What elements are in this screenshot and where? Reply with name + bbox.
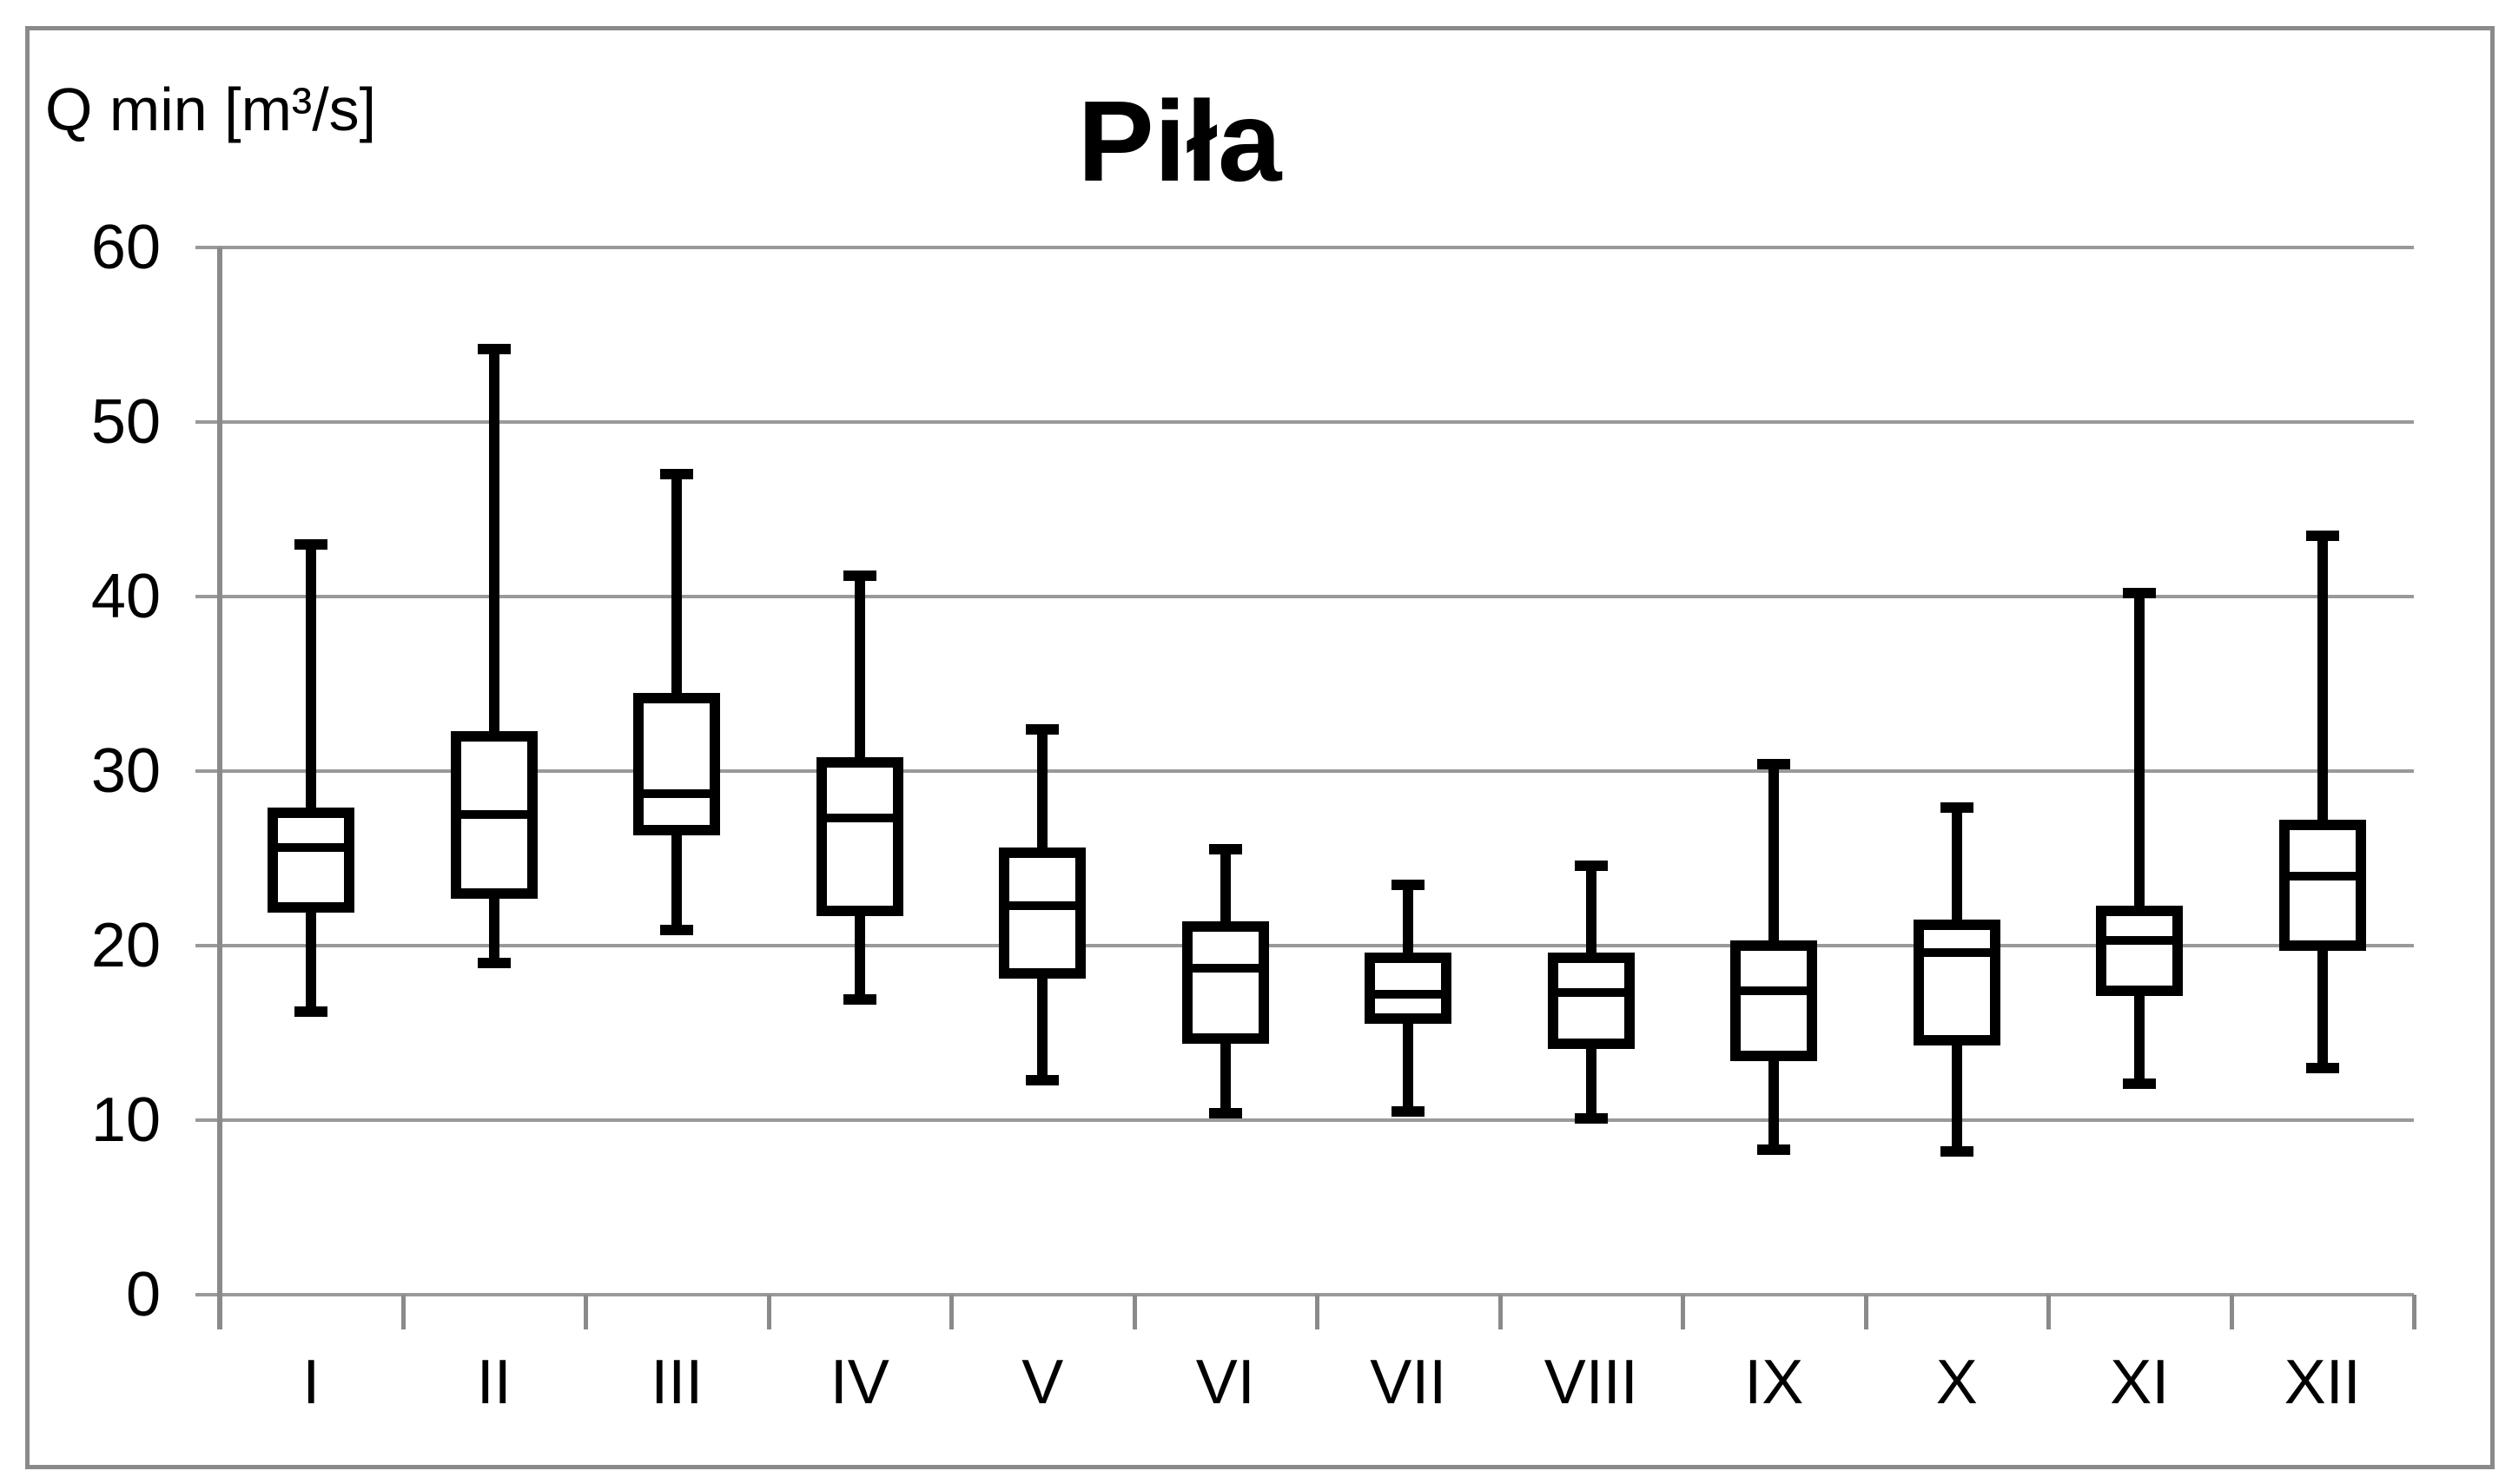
quartile-box-IV <box>816 756 903 916</box>
x-tick-label-III: III <box>651 1348 704 1417</box>
quartile-box-III <box>633 692 721 836</box>
median-line-XII <box>2289 871 2356 881</box>
median-line-IX <box>1741 986 1808 996</box>
median-line-II <box>460 810 527 820</box>
x-tick-label-IV: IV <box>830 1348 889 1417</box>
median-line-IV <box>826 814 893 823</box>
quartile-box-I <box>268 808 355 913</box>
gridline-20 <box>195 944 2414 947</box>
whisker-cap-max-II <box>477 343 511 354</box>
whisker-stem-I <box>306 544 317 1012</box>
gridline-0 <box>195 1293 2414 1296</box>
x-tick-label-X: X <box>1935 1348 1978 1417</box>
x-axis-tick <box>1681 1295 1685 1329</box>
quartile-box-VIII <box>1547 953 1635 1049</box>
x-tick-label-VIII: VIII <box>1544 1348 1638 1417</box>
x-axis-tick <box>2046 1295 2051 1329</box>
x-tick-label-VI: VI <box>1195 1348 1255 1417</box>
whisker-cap-min-V <box>1026 1074 1060 1085</box>
whisker-cap-max-VII <box>1392 879 1425 890</box>
median-line-VI <box>1192 964 1259 973</box>
x-tick-label-II: II <box>476 1348 512 1417</box>
quartile-box-V <box>999 848 1087 979</box>
gridline-50 <box>195 420 2414 424</box>
y-axis-line <box>217 247 222 1329</box>
whisker-cap-max-IV <box>843 570 876 581</box>
y-tick-label-0: 0 <box>125 1260 161 1329</box>
whisker-cap-max-IX <box>1757 758 1791 769</box>
whisker-cap-min-I <box>294 1006 328 1018</box>
x-tick-label-V: V <box>1021 1348 1064 1417</box>
y-axis-label: Q min [m³/s] <box>45 76 377 143</box>
x-axis-tick <box>218 1295 222 1329</box>
median-line-VII <box>1375 990 1442 999</box>
x-tick-label-I: I <box>302 1348 321 1417</box>
y-tick-label-60: 60 <box>90 213 161 282</box>
x-tick-label-VII: VII <box>1370 1348 1447 1417</box>
x-axis-tick <box>1497 1295 1503 1329</box>
quartile-box-VII <box>1365 953 1452 1025</box>
whisker-cap-min-X <box>1940 1146 1973 1158</box>
whisker-cap-min-XI <box>2123 1078 2157 1089</box>
y-tick-label-10: 10 <box>90 1085 161 1155</box>
whisker-cap-max-VIII <box>1574 860 1608 871</box>
gridline-40 <box>195 595 2414 598</box>
whisker-cap-min-IV <box>843 994 876 1006</box>
whisker-cap-min-III <box>660 924 694 935</box>
y-tick-label-30: 30 <box>90 736 161 806</box>
y-tick-label-50: 50 <box>90 387 161 457</box>
median-line-V <box>1009 900 1076 910</box>
median-line-X <box>1923 948 1990 958</box>
whisker-cap-min-IX <box>1757 1144 1791 1156</box>
whisker-cap-max-V <box>1026 723 1060 735</box>
whisker-stem-XI <box>2134 592 2145 1084</box>
x-axis-tick <box>2412 1295 2416 1329</box>
median-line-VIII <box>1557 988 1624 998</box>
quartile-box-VI <box>1181 920 1269 1044</box>
x-axis-tick <box>1863 1295 1868 1329</box>
whisker-cap-max-XII <box>2305 530 2339 541</box>
gridline-30 <box>195 769 2414 773</box>
chart-outer-border <box>25 26 2495 1469</box>
whisker-cap-max-XI <box>2123 587 2157 598</box>
median-line-XI <box>2106 935 2173 945</box>
whisker-cap-max-VI <box>1208 844 1242 855</box>
chart-title: Piła <box>1077 77 1282 205</box>
whisker-stem-XII <box>2317 535 2328 1068</box>
x-axis-tick <box>1132 1295 1137 1329</box>
x-axis-tick <box>400 1295 406 1329</box>
x-tick-label-IX: IX <box>1744 1348 1804 1417</box>
whisker-cap-max-III <box>660 469 694 480</box>
whisker-cap-max-X <box>1940 802 1973 814</box>
gridline-10 <box>195 1118 2414 1122</box>
quartile-box-XI <box>2096 905 2184 997</box>
quartile-box-IX <box>1730 940 1818 1061</box>
whisker-cap-min-VII <box>1392 1105 1425 1117</box>
x-axis-tick <box>949 1295 954 1329</box>
x-axis-tick <box>766 1295 771 1329</box>
median-line-III <box>644 789 711 799</box>
median-line-I <box>278 843 345 853</box>
quartile-box-X <box>1913 919 2000 1045</box>
x-axis-tick <box>1315 1295 1319 1329</box>
whisker-cap-min-XII <box>2305 1062 2339 1073</box>
x-tick-label-XII: XII <box>2284 1348 2361 1417</box>
x-axis-tick <box>584 1295 588 1329</box>
y-tick-label-20: 20 <box>90 911 161 980</box>
whisker-cap-min-VIII <box>1574 1112 1608 1124</box>
gridline-60 <box>195 246 2414 249</box>
whisker-cap-min-II <box>477 958 511 969</box>
y-tick-label-40: 40 <box>90 562 161 631</box>
x-axis-tick <box>2229 1295 2234 1329</box>
x-tick-label-XI: XI <box>2110 1348 2170 1417</box>
whisker-cap-min-VI <box>1208 1107 1242 1118</box>
whisker-cap-max-I <box>294 538 328 550</box>
quartile-box-XII <box>2278 820 2366 951</box>
